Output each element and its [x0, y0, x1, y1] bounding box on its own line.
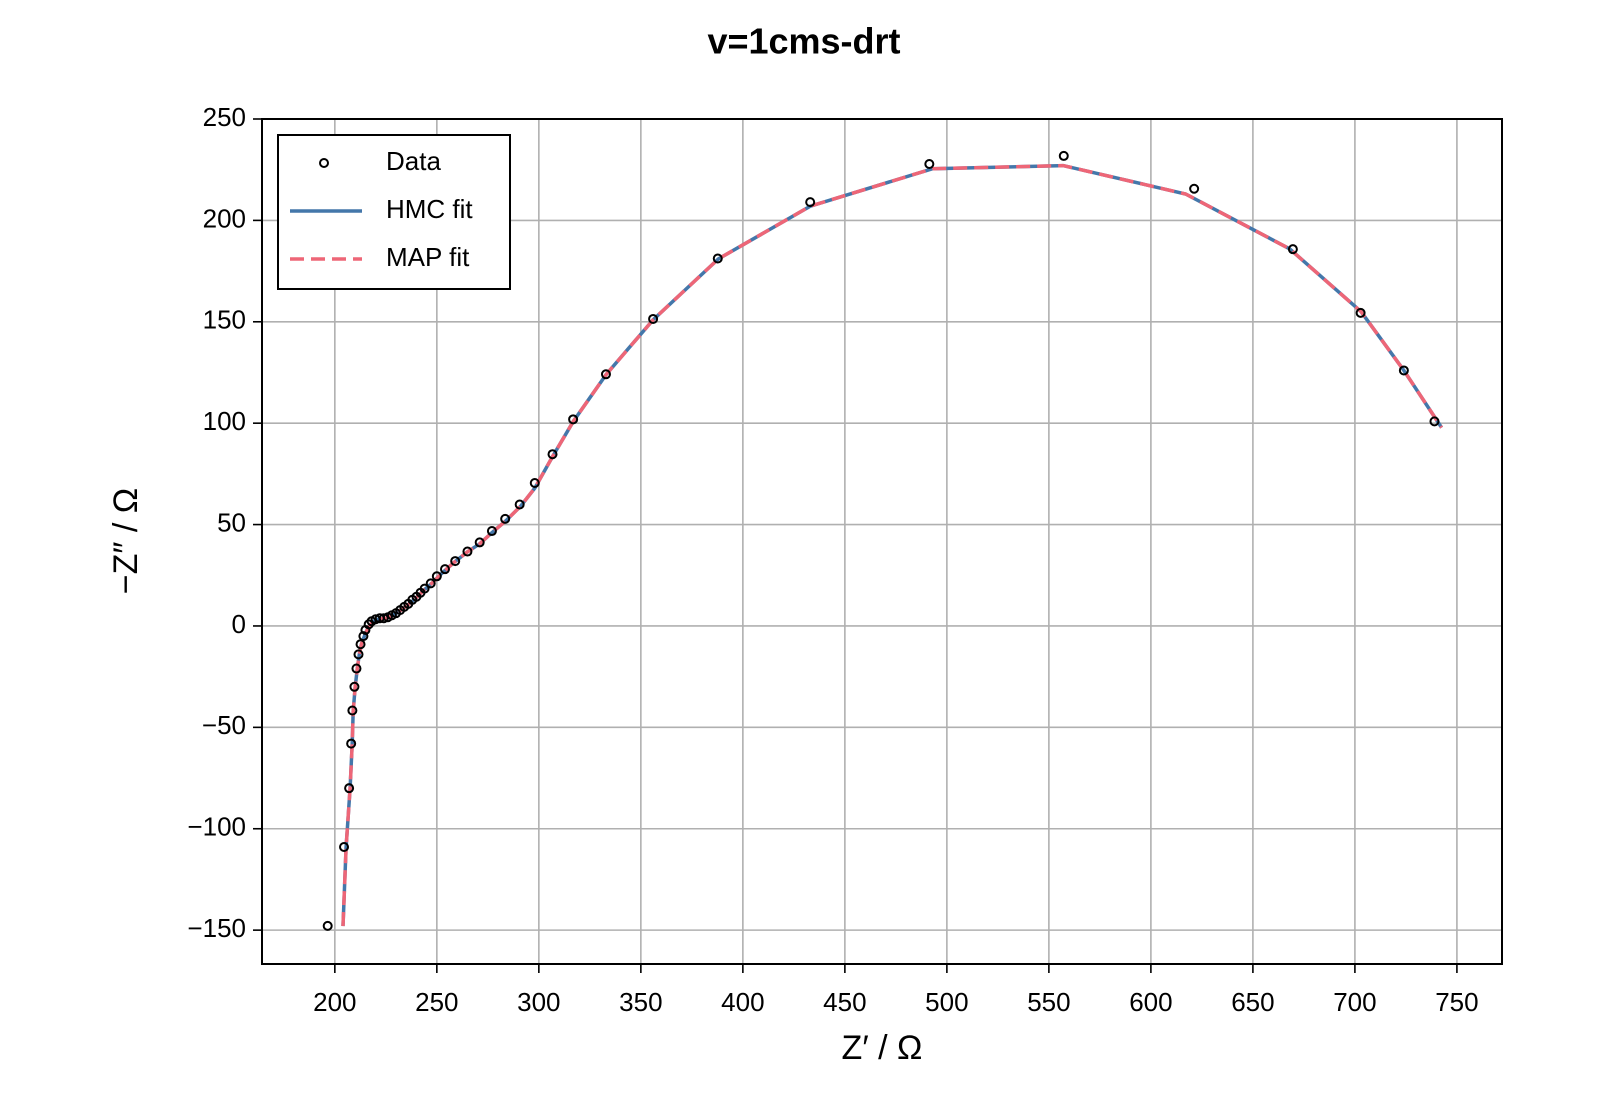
data-point: [648, 313, 659, 324]
data-point: [547, 449, 558, 460]
data-point: [500, 513, 511, 524]
data-point: [351, 663, 362, 674]
y-tick-label: 200: [203, 203, 246, 233]
x-tick-label: 650: [1231, 987, 1274, 1017]
y-axis-label: −Z″ / Ω: [107, 488, 145, 594]
x-tick-label: 600: [1129, 987, 1172, 1017]
x-tick-label: 450: [823, 987, 866, 1017]
x-tick-label: 700: [1333, 987, 1376, 1017]
data-point: [425, 578, 436, 589]
data-point: [514, 499, 525, 510]
data-point: [805, 197, 816, 208]
y-tick-label: −50: [202, 710, 246, 740]
x-axis-label: Z′ / Ω: [842, 1029, 923, 1067]
data-point: [431, 571, 442, 582]
fit-line: [341, 163, 1444, 927]
data-point: [450, 556, 461, 567]
y-tick-label: 50: [217, 507, 246, 537]
x-tick-label: 400: [721, 987, 764, 1017]
y-tick-label: 250: [203, 102, 246, 132]
data-point: [600, 369, 611, 380]
data-point: [529, 477, 540, 488]
y-tick-label: 100: [203, 406, 246, 436]
data-point: [344, 783, 355, 794]
y-tick-label: 0: [232, 609, 246, 639]
data-point: [358, 631, 369, 642]
plot-area: [322, 150, 1444, 931]
legend-label: MAP fit: [386, 242, 470, 272]
x-tick-label: 200: [313, 987, 356, 1017]
x-tick-label: 350: [619, 987, 662, 1017]
legend-label: HMC fit: [386, 194, 473, 224]
y-tick-label: 150: [203, 305, 246, 335]
data-point: [440, 564, 451, 575]
data-point: [462, 546, 473, 557]
data-point: [322, 920, 333, 931]
data-point: [346, 738, 357, 749]
grid: [262, 118, 1502, 964]
x-tick-label: 300: [517, 987, 560, 1017]
y-tick-label: −100: [187, 812, 246, 842]
legend-marker: [319, 158, 329, 168]
data-point: [1058, 150, 1069, 161]
data-point: [1355, 307, 1366, 318]
legend-label: Data: [386, 146, 441, 176]
data-point: [419, 583, 430, 594]
y-tick-label: −150: [187, 913, 246, 943]
data-point: [924, 159, 935, 170]
data-point: [486, 526, 497, 537]
data-point: [1398, 365, 1409, 376]
chart-title: v=1cms-drt: [707, 21, 900, 62]
data-point: [355, 639, 366, 650]
data-point: [339, 841, 350, 852]
legend: Data HMC fit MAP fit: [277, 134, 511, 290]
data-point: [712, 253, 723, 264]
data-point: [568, 414, 579, 425]
data-point: [347, 705, 358, 716]
x-tick-label: 250: [415, 987, 458, 1017]
data-point: [378, 613, 389, 624]
plot-frame: [261, 118, 1503, 965]
data-point: [1429, 416, 1440, 427]
data-point: [1189, 183, 1200, 194]
data-point: [474, 537, 485, 548]
data-point: [349, 681, 360, 692]
data-point: [353, 649, 364, 660]
x-tick-label: 750: [1435, 987, 1478, 1017]
x-tick-label: 550: [1027, 987, 1070, 1017]
x-tick-label: 500: [925, 987, 968, 1017]
data-point: [1287, 244, 1298, 255]
